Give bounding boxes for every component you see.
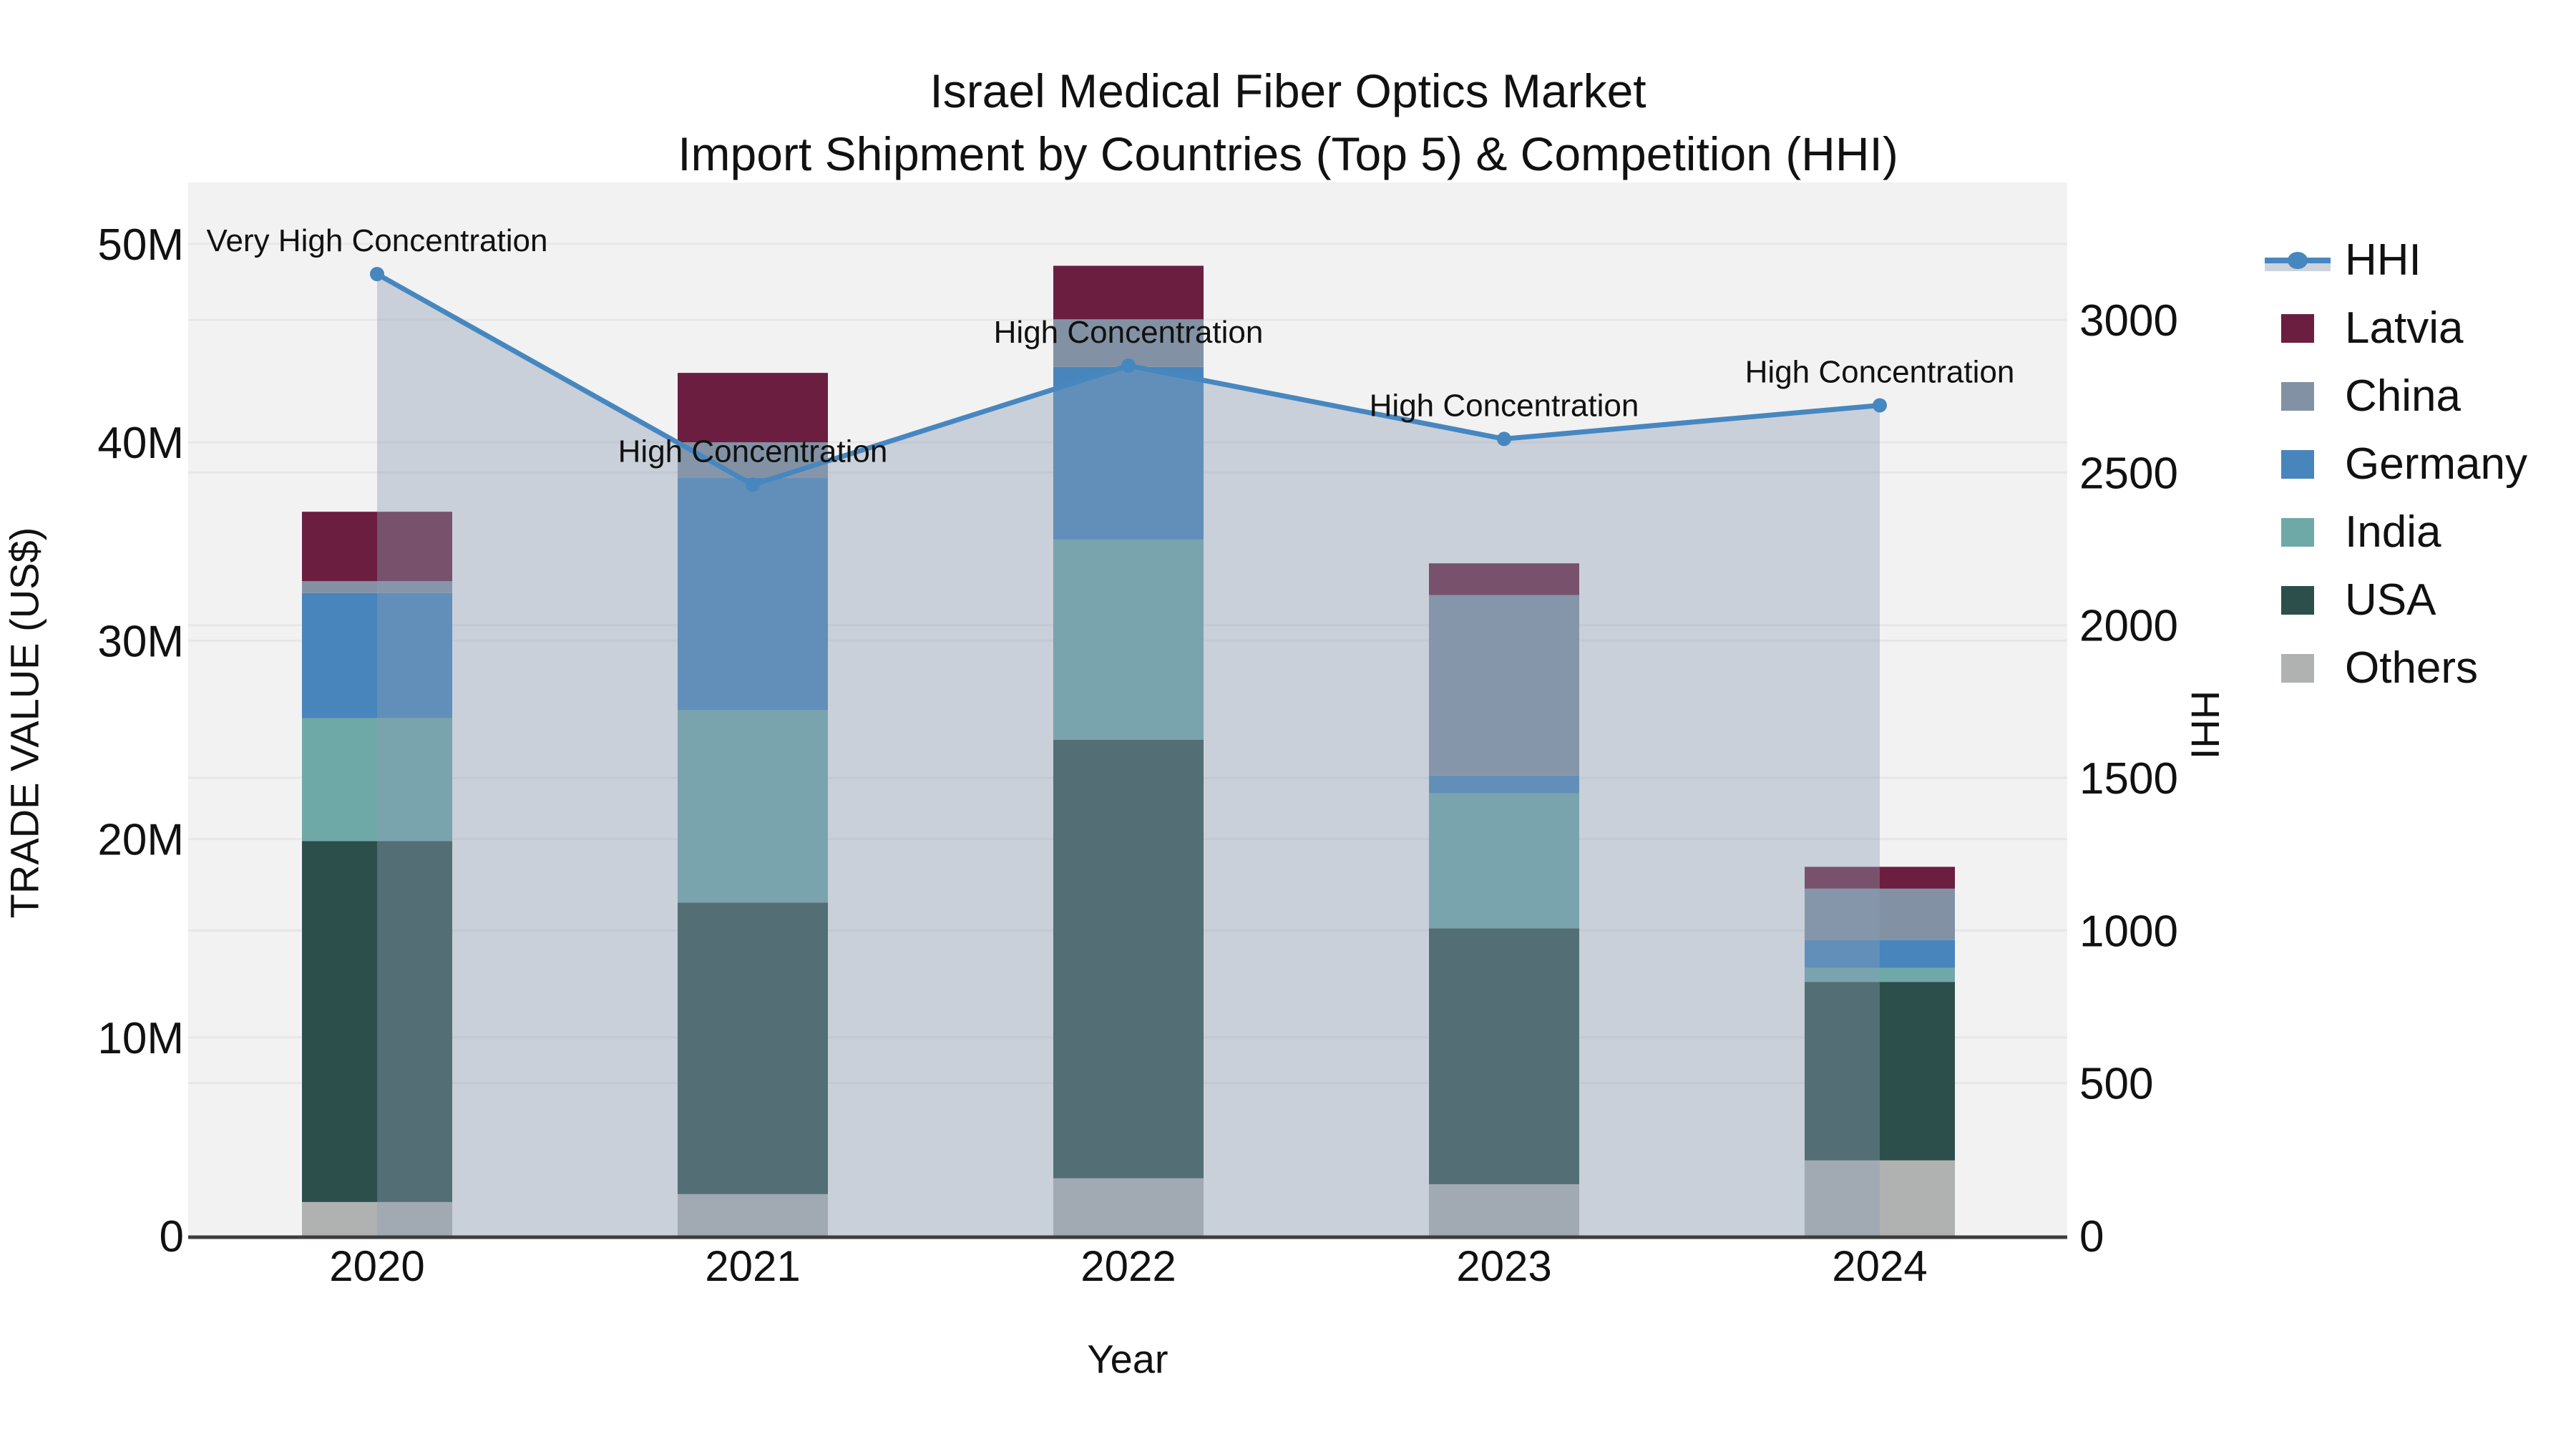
bar-segment-latvia-2022[interactable] bbox=[1053, 265, 1204, 320]
y-right-tick-1000: 1000 bbox=[2079, 907, 2178, 956]
legend-item-others[interactable]: Others bbox=[2265, 634, 2527, 702]
bar-segment-germany-2022[interactable] bbox=[1053, 366, 1204, 540]
bar-segment-latvia-2024[interactable] bbox=[1805, 867, 1955, 889]
y-right-tick-3000: 3000 bbox=[2079, 296, 2178, 346]
legend-item-china[interactable]: China bbox=[2265, 362, 2527, 430]
hhi-line-marker-icon bbox=[2265, 240, 2331, 280]
legend-swatch-icon bbox=[2265, 444, 2331, 484]
legend-label-india: India bbox=[2345, 507, 2441, 557]
bar-segment-others-2021[interactable] bbox=[678, 1194, 828, 1236]
y-right-tick-2000: 2000 bbox=[2079, 602, 2178, 651]
y-right-tick-2500: 2500 bbox=[2079, 449, 2178, 498]
y-left-tick-40M: 40M bbox=[97, 419, 184, 468]
bar-segment-india-2022[interactable] bbox=[1053, 539, 1204, 740]
x-tick-2022: 2022 bbox=[1080, 1242, 1176, 1290]
bar-segment-china-2021[interactable] bbox=[678, 442, 828, 479]
hhi-marker-2022[interactable] bbox=[1121, 358, 1136, 373]
x-tick-2021: 2021 bbox=[705, 1242, 800, 1290]
bar-segment-others-2023[interactable] bbox=[1429, 1184, 1579, 1236]
hhi-marker-2020[interactable] bbox=[370, 267, 384, 281]
legend-item-hhi[interactable]: HHI bbox=[2265, 226, 2527, 294]
legend-swatch-icon bbox=[2265, 308, 2331, 348]
y-left-tick-0: 0 bbox=[160, 1212, 184, 1262]
y-right-tick-0: 0 bbox=[2079, 1212, 2104, 1262]
bar-segment-china-2020[interactable] bbox=[302, 581, 452, 593]
legend-label-germany: Germany bbox=[2345, 439, 2527, 489]
y-right-tick-500: 500 bbox=[2079, 1060, 2153, 1109]
bar-segment-india-2024[interactable] bbox=[1805, 967, 1955, 982]
bar-segment-usa-2022[interactable] bbox=[1053, 739, 1204, 1179]
y-right-axis-title: HHI bbox=[2182, 690, 2228, 760]
bar-segment-germany-2024[interactable] bbox=[1805, 940, 1955, 968]
hhi-marker-2024[interactable] bbox=[1873, 398, 1887, 413]
bar-segment-usa-2023[interactable] bbox=[1429, 928, 1579, 1184]
y-left-tick-20M: 20M bbox=[97, 816, 184, 865]
chart-title-line1: Israel Medical Fiber Optics Market bbox=[930, 64, 1646, 117]
bar-segment-usa-2021[interactable] bbox=[678, 902, 828, 1194]
legend-swatch-others bbox=[2281, 653, 2314, 683]
legend-item-india[interactable]: India bbox=[2265, 498, 2527, 566]
y-left-tick-10M: 10M bbox=[97, 1014, 184, 1063]
legend-swatch-germany bbox=[2281, 449, 2314, 479]
annotation-2021: High Concentration bbox=[618, 434, 888, 469]
y-left-tick-50M: 50M bbox=[97, 220, 184, 270]
x-tick-2020: 2020 bbox=[329, 1242, 424, 1290]
bar-segment-others-2024[interactable] bbox=[1805, 1160, 1955, 1236]
bar-segment-others-2022[interactable] bbox=[1053, 1178, 1204, 1236]
legend-item-germany[interactable]: Germany bbox=[2265, 430, 2527, 498]
legend-label-latvia: Latvia bbox=[2345, 303, 2464, 353]
bar-segment-germany-2020[interactable] bbox=[302, 592, 452, 718]
annotation-2023: High Concentration bbox=[1370, 388, 1639, 423]
legend-label-china: China bbox=[2345, 371, 2461, 421]
hhi-marker-2023[interactable] bbox=[1497, 431, 1511, 447]
annotation-2020: Very High Concentration bbox=[207, 223, 548, 258]
legend-swatch-icon bbox=[2265, 580, 2331, 620]
y-right-tick-1500: 1500 bbox=[2079, 754, 2178, 804]
bar-segment-india-2020[interactable] bbox=[302, 718, 452, 841]
legend-swatch-india bbox=[2281, 517, 2314, 547]
annotation-2022: High Concentration bbox=[994, 315, 1264, 350]
y-left-axis-title: TRADE VALUE (US$) bbox=[1, 527, 47, 919]
legend-swatch-usa bbox=[2281, 585, 2314, 615]
bar-segment-latvia-2020[interactable] bbox=[302, 512, 452, 582]
bar-segment-india-2021[interactable] bbox=[678, 710, 828, 903]
legend-swatch-latvia bbox=[2281, 313, 2314, 343]
bar-segment-china-2023[interactable] bbox=[1429, 595, 1579, 776]
legend-swatch-icon bbox=[2265, 512, 2331, 552]
y-left-tick-30M: 30M bbox=[97, 617, 184, 666]
hhi-area-fill bbox=[377, 274, 1880, 1236]
bar-segment-germany-2023[interactable] bbox=[1429, 775, 1579, 794]
legend-swatch-china bbox=[2281, 381, 2314, 411]
chart-title: Israel Medical Fiber Optics Market Impor… bbox=[0, 59, 2576, 185]
legend-swatch-icon bbox=[2265, 376, 2331, 416]
x-tick-2023: 2023 bbox=[1456, 1242, 1551, 1290]
bar-segment-latvia-2023[interactable] bbox=[1429, 563, 1579, 595]
annotation-2024: High Concentration bbox=[1745, 354, 2015, 389]
bar-segment-germany-2021[interactable] bbox=[678, 478, 828, 711]
bar-segment-others-2020[interactable] bbox=[302, 1201, 452, 1236]
legend-label-usa: USA bbox=[2345, 575, 2436, 625]
legend-swatch-icon bbox=[2265, 648, 2331, 688]
legend-label-hhi: HHI bbox=[2345, 235, 2421, 285]
legend-item-usa[interactable]: USA bbox=[2265, 566, 2527, 634]
bar-segment-usa-2020[interactable] bbox=[302, 841, 452, 1202]
x-axis-title: Year bbox=[1087, 1336, 1169, 1382]
chart-title-line2: Import Shipment by Countries (Top 5) & C… bbox=[678, 127, 1898, 180]
legend-label-others: Others bbox=[2345, 643, 2479, 693]
hhi-marker-2021[interactable] bbox=[746, 477, 760, 492]
legend: HHI Latvia China Germany India USA Others bbox=[2265, 226, 2527, 702]
bar-segment-india-2023[interactable] bbox=[1429, 793, 1579, 929]
legend-item-latvia[interactable]: Latvia bbox=[2265, 294, 2527, 362]
bar-segment-china-2024[interactable] bbox=[1805, 888, 1955, 940]
x-tick-2024: 2024 bbox=[1832, 1242, 1927, 1290]
bar-segment-latvia-2021[interactable] bbox=[678, 373, 828, 443]
bar-segment-usa-2024[interactable] bbox=[1805, 982, 1955, 1161]
